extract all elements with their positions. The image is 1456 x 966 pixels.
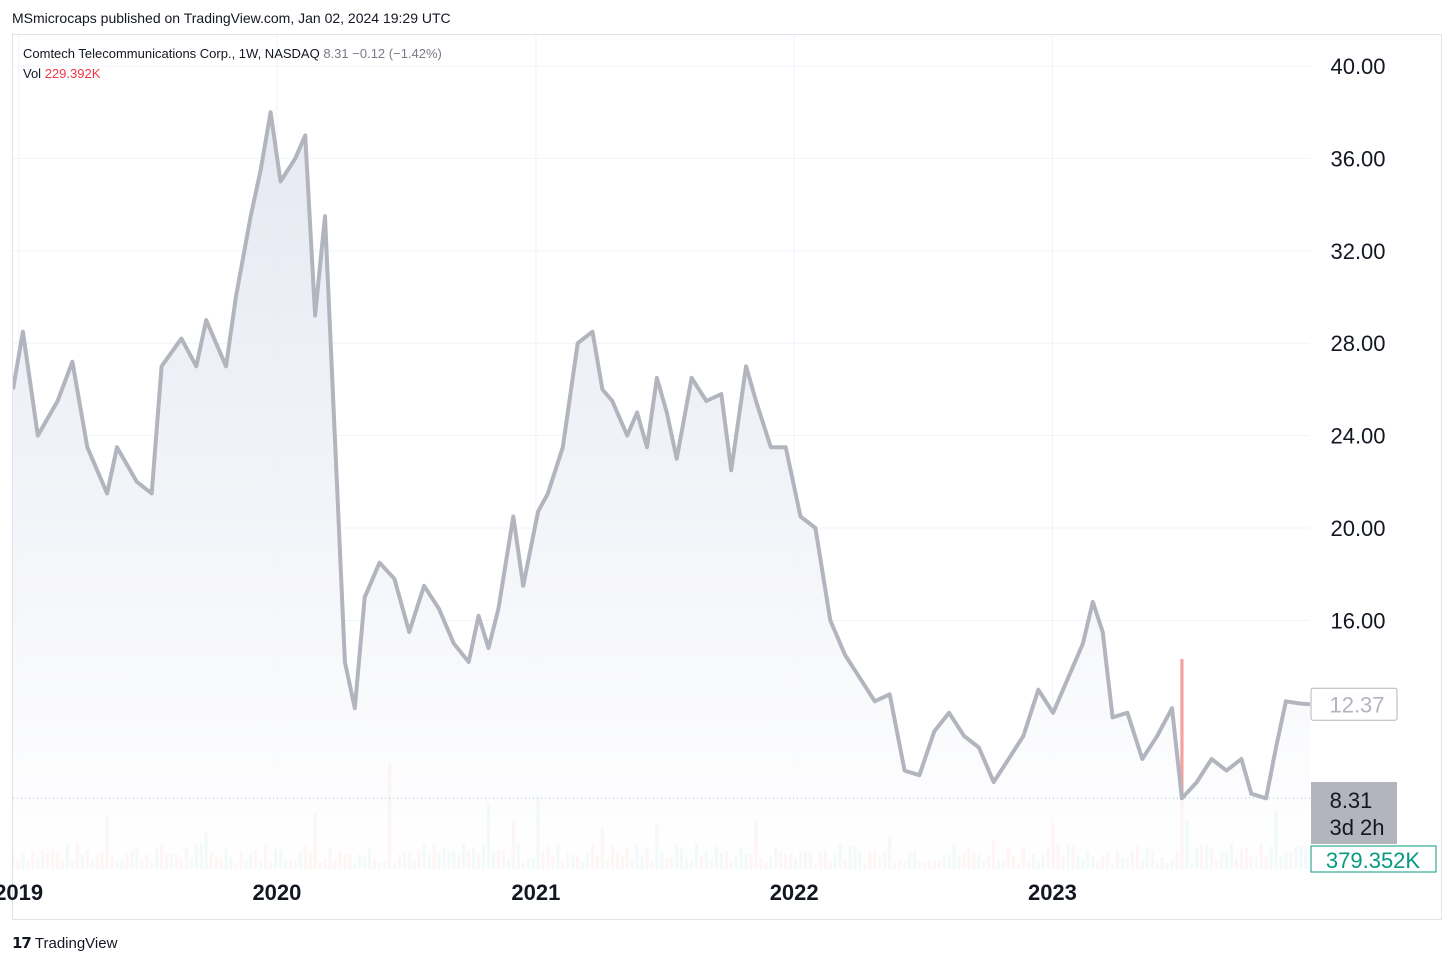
- price-change: −0.12 (−1.42%): [352, 46, 442, 61]
- y-tick-label: 28.00: [1330, 331, 1385, 356]
- y-tick-label: 36.00: [1330, 146, 1385, 171]
- price-axis[interactable]: 40.00 36.00 32.00 28.00 24.00 20.00 16.00: [1330, 54, 1385, 633]
- last-price-label: 8.31: [1330, 788, 1373, 813]
- price-area-fill: [13, 112, 1310, 869]
- chart-legend: Comtech Telecommunications Corp., 1W, NA…: [23, 44, 442, 84]
- countdown-label: 3d 2h: [1329, 815, 1384, 840]
- footer[interactable]: 17 TradingView: [12, 934, 117, 952]
- brand-name: TradingView: [34, 934, 118, 952]
- x-tick-label: 2020: [252, 880, 301, 905]
- y-tick-label: 20.00: [1330, 516, 1385, 541]
- volume-price-label: 379.352K: [1326, 848, 1421, 873]
- y-tick-label: 32.00: [1330, 239, 1385, 264]
- x-tick-label: 2021: [511, 880, 560, 905]
- last-price-box: [1311, 782, 1397, 844]
- volume-row: Vol 229.392K: [23, 64, 442, 84]
- current-price-box: [1310, 687, 1398, 721]
- time-axis[interactable]: 2019 2020 2021 2022 2023: [0, 880, 1077, 905]
- y-tick-label: 24.00: [1330, 424, 1385, 449]
- last-price: 8.31: [323, 46, 349, 61]
- current-price-label: 12.37: [1329, 692, 1384, 717]
- volume-label[interactable]: Vol: [23, 66, 42, 81]
- published-caption: MSmicrocaps published on TradingView.com…: [12, 10, 451, 26]
- volume-bar: [1180, 659, 1184, 869]
- y-tick-label: 40.00: [1330, 54, 1385, 79]
- x-tick-label: 2023: [1028, 880, 1077, 905]
- tradingview-logo-icon: 17: [12, 934, 32, 952]
- price-line: [13, 110, 1310, 801]
- x-tick-label: 2022: [770, 880, 819, 905]
- x-tick-label: 2019: [0, 880, 43, 905]
- volume-box: [1310, 845, 1437, 873]
- price-area: [13, 110, 1310, 869]
- symbol-row: Comtech Telecommunications Corp., 1W, NA…: [23, 44, 442, 64]
- volume-value: 229.392K: [44, 66, 101, 81]
- symbol-name[interactable]: Comtech Telecommunications Corp., 1W, NA…: [23, 46, 320, 61]
- y-tick-label: 16.00: [1330, 608, 1385, 633]
- chart-frame: [12, 34, 1442, 920]
